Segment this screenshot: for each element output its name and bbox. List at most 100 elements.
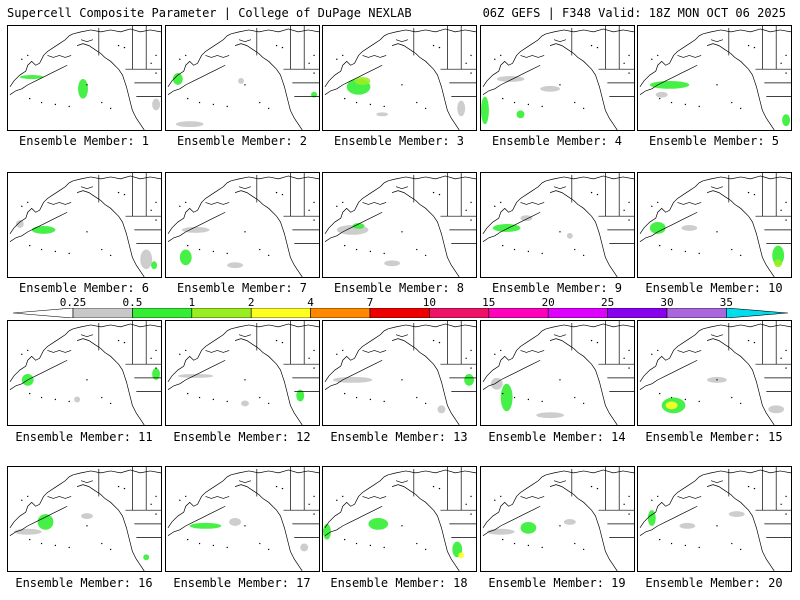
scp-contour xyxy=(774,259,783,268)
map-boundary-line xyxy=(482,180,547,235)
map-island xyxy=(313,54,315,57)
map-boundary-line xyxy=(234,484,303,571)
map-island xyxy=(559,231,561,233)
map-island xyxy=(739,402,742,405)
map-island xyxy=(628,54,630,57)
colorbar-segment xyxy=(666,308,727,318)
map-island xyxy=(275,485,278,488)
map-island xyxy=(438,46,441,49)
map-island xyxy=(424,402,427,405)
ensemble-member-label: Ensemble Member: 2 xyxy=(176,134,308,148)
map-island xyxy=(267,402,270,405)
map-island xyxy=(40,542,43,545)
map-island xyxy=(731,101,733,104)
scp-contour xyxy=(181,226,210,233)
map-island xyxy=(541,546,543,549)
map-island xyxy=(651,58,653,61)
map-boundary-line xyxy=(605,321,634,392)
map-island xyxy=(275,44,278,47)
map-island xyxy=(416,542,418,545)
map-island xyxy=(226,252,228,255)
ensemble-member-label: Ensemble Member: 4 xyxy=(491,134,623,148)
scp-contour xyxy=(566,232,573,239)
map-island xyxy=(416,396,418,399)
colorbar-segment xyxy=(488,308,549,318)
map-island xyxy=(101,101,103,104)
map-boundary-line xyxy=(362,186,408,205)
map-island xyxy=(785,219,787,221)
map-island xyxy=(244,379,246,381)
colorbar-segment xyxy=(607,308,668,318)
map-boundary-line xyxy=(73,323,161,330)
map-island xyxy=(29,538,31,541)
map-canvas xyxy=(323,467,476,571)
scp-contour xyxy=(500,383,513,412)
map-boundary-line xyxy=(546,28,634,35)
scp-contour xyxy=(15,220,24,228)
scp-contour xyxy=(74,396,81,403)
ensemble-member-label: Ensemble Member: 15 xyxy=(645,430,783,444)
map-boundary-line xyxy=(9,359,68,390)
map-boundary-line xyxy=(205,39,251,58)
map-canvas xyxy=(639,467,791,571)
map-boundary-line xyxy=(482,328,547,383)
map-boundary-line xyxy=(520,39,566,58)
map-boundary-line xyxy=(388,469,476,476)
map-island xyxy=(424,107,427,110)
map-island xyxy=(383,252,385,255)
map-island xyxy=(513,101,516,104)
map-boundary-line xyxy=(447,26,476,97)
map-boundary-line xyxy=(703,175,791,182)
colorbar-segment xyxy=(369,308,430,318)
map-boundary-line xyxy=(639,33,704,88)
ensemble-member-label: Ensemble Member: 8 xyxy=(333,281,465,295)
map-island xyxy=(527,398,530,401)
ensemble-map-panel xyxy=(480,25,635,131)
map-island xyxy=(123,487,126,490)
map-island xyxy=(369,103,372,106)
map-island xyxy=(716,84,718,86)
map-island xyxy=(342,54,344,57)
map-island xyxy=(731,396,733,399)
map-boundary-line xyxy=(677,186,723,205)
map-island xyxy=(785,349,787,352)
ensemble-map-panel xyxy=(7,172,162,278)
scp-contour xyxy=(679,522,696,529)
map-island xyxy=(275,191,278,194)
map-island xyxy=(150,357,152,359)
map-boundary-line xyxy=(290,26,319,97)
colorbar xyxy=(13,308,788,318)
map-island xyxy=(185,54,187,57)
ensemble-member-label: Ensemble Member: 7 xyxy=(176,281,308,295)
map-boundary-line xyxy=(205,480,251,499)
map-island xyxy=(27,349,29,352)
map-boundary-line xyxy=(290,467,319,538)
map-boundary-line xyxy=(231,28,319,35)
map-island xyxy=(659,538,661,541)
map-island xyxy=(739,548,742,551)
scp-contour xyxy=(19,75,44,79)
ensemble-map-panel xyxy=(480,172,635,278)
map-boundary-line xyxy=(388,175,476,182)
map-island xyxy=(494,353,496,356)
map-island xyxy=(698,546,700,549)
map-boundary-line xyxy=(482,211,541,242)
map-island xyxy=(54,250,57,253)
scp-contour xyxy=(323,523,331,540)
map-island xyxy=(109,107,112,110)
map-island xyxy=(785,54,787,57)
map-boundary-line xyxy=(706,338,775,425)
map-island xyxy=(684,398,687,401)
map-boundary-line xyxy=(290,173,319,244)
map-island xyxy=(179,499,181,502)
map-island xyxy=(21,499,23,502)
map-island xyxy=(596,193,599,196)
map-island xyxy=(747,485,750,488)
map-island xyxy=(401,379,403,381)
map-canvas xyxy=(639,173,791,277)
map-boundary-line xyxy=(47,39,93,58)
map-island xyxy=(432,44,435,47)
map-island xyxy=(651,205,653,208)
map-boundary-line xyxy=(167,474,232,529)
scp-contour xyxy=(481,96,489,125)
